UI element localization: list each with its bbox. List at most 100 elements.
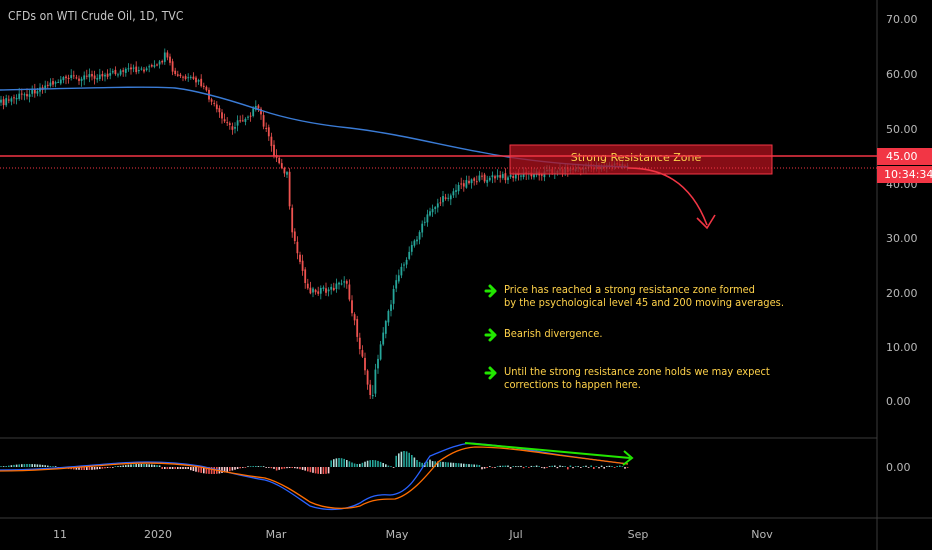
macd-bar <box>567 467 569 470</box>
macd-bar <box>145 464 148 467</box>
candle-body <box>210 99 213 102</box>
macd-bar <box>281 467 283 470</box>
macd-bar <box>101 467 104 469</box>
annotation-text: corrections to happen here. <box>504 378 641 391</box>
macd-bar <box>312 467 314 473</box>
candle-body <box>494 176 496 179</box>
candle-body <box>91 74 93 77</box>
macd-bar <box>75 467 78 470</box>
macd-bar <box>125 465 127 467</box>
candle-body <box>366 370 369 385</box>
macd-axis[interactable]: 0.00 <box>886 461 911 474</box>
candle-body <box>169 56 171 63</box>
candle-body <box>166 52 169 58</box>
candle-body <box>109 73 112 76</box>
candle-body <box>88 74 91 78</box>
candle-body <box>85 75 88 77</box>
macd-bar <box>538 466 540 467</box>
candle-body <box>189 76 192 78</box>
candle-body <box>96 78 99 80</box>
macd-bar <box>236 467 239 469</box>
candle-body <box>257 105 260 109</box>
price-axis[interactable]: 70.00 60.00 50.00 40.00 30.00 20.00 10.0… <box>877 13 932 408</box>
candle-body <box>465 180 468 188</box>
macd-bar <box>556 467 559 469</box>
macd-bar <box>104 467 106 469</box>
candle-body <box>231 126 234 130</box>
macd-bar <box>548 466 551 467</box>
macd-bar <box>465 463 468 467</box>
macd-bar <box>195 467 197 472</box>
candle-body <box>462 183 465 187</box>
macd-bar <box>330 460 332 467</box>
macd-bar <box>26 464 28 467</box>
candle-body <box>340 283 343 285</box>
candle-body <box>436 203 439 208</box>
candle-body <box>483 174 486 182</box>
candle-body <box>301 260 304 271</box>
macd-bar <box>413 457 416 467</box>
candle-body <box>205 86 208 91</box>
macd-bar <box>616 466 618 467</box>
macd-bar <box>395 455 397 467</box>
candle-body <box>491 175 494 178</box>
macd-bar <box>229 467 231 472</box>
macd-bar <box>239 467 241 469</box>
macd-bar <box>626 467 629 468</box>
timer-tag <box>877 166 932 183</box>
macd-bar <box>34 464 36 467</box>
macd-bar <box>522 467 525 469</box>
macd-bar <box>320 467 322 474</box>
candle-body <box>158 61 161 65</box>
candle-body <box>174 70 177 74</box>
macd-bar <box>546 467 548 468</box>
candle-body <box>509 174 512 177</box>
macd-bar <box>275 467 278 471</box>
candle-body <box>171 61 174 72</box>
divergence-arrow-head <box>622 450 634 466</box>
macd-bar <box>314 467 317 474</box>
macd-bar <box>338 458 340 467</box>
projection-arrow <box>627 167 708 226</box>
candle-body <box>304 269 307 283</box>
macd-bar <box>210 467 213 474</box>
macd-bar <box>442 461 444 467</box>
macd-bar <box>577 466 579 467</box>
macd-bar <box>0 466 2 467</box>
candle-body <box>522 172 525 177</box>
candle-body <box>379 344 382 360</box>
macd-bar <box>15 464 18 467</box>
candle-body <box>127 68 130 70</box>
candle-body <box>130 67 132 70</box>
candle-body <box>444 197 447 199</box>
candle-body <box>501 174 504 178</box>
candle-body <box>148 66 151 68</box>
candle-body <box>312 288 314 293</box>
time-axis[interactable]: 11 2020 Mar May Jul Sep Nov <box>53 528 773 541</box>
candle-body <box>247 116 249 118</box>
candle-body <box>400 266 403 276</box>
candle-body <box>49 82 52 86</box>
macd-bar <box>247 466 249 467</box>
macd-bar <box>158 465 161 467</box>
time-tick: Mar <box>266 528 287 541</box>
macd-bar <box>382 463 384 467</box>
macd-bar <box>138 464 140 467</box>
candle-body <box>408 251 411 259</box>
candle-body <box>332 287 335 291</box>
projection-arrow-head <box>696 214 716 230</box>
candle-body <box>241 120 244 122</box>
macd-bar <box>439 461 442 467</box>
macd-bar <box>343 458 345 467</box>
macd-bar <box>5 466 7 467</box>
macd-bar <box>476 464 478 467</box>
candle-body <box>374 369 377 394</box>
macd-bar <box>574 466 577 467</box>
macd-bar <box>268 467 270 468</box>
macd-bar <box>255 466 257 467</box>
candle-body <box>145 68 148 71</box>
candle-body <box>520 175 522 177</box>
candle-body <box>80 78 83 81</box>
candle-body <box>384 321 387 334</box>
